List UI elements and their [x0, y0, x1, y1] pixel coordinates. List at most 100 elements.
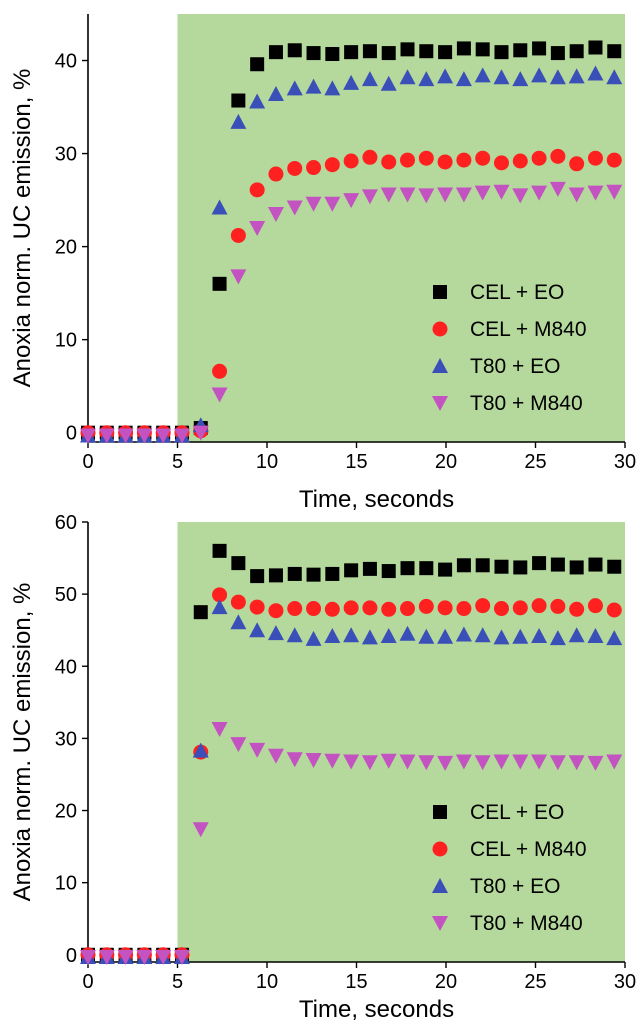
- data-point: [474, 67, 491, 83]
- data-point: [606, 69, 623, 85]
- data-point: [607, 559, 622, 574]
- data-point: [512, 600, 528, 616]
- data-point: [249, 599, 265, 615]
- y-tick-label: 0: [66, 423, 77, 445]
- anoxia-shaded-region: [177, 14, 625, 442]
- data-point: [211, 387, 228, 403]
- data-point: [531, 150, 547, 166]
- x-tick-label: 20: [435, 451, 457, 473]
- data-point: [588, 40, 603, 55]
- data-point: [286, 627, 303, 643]
- data-point: [192, 822, 209, 838]
- data-point: [549, 69, 566, 85]
- x-tick-label: 0: [82, 451, 93, 473]
- data-point: [456, 152, 472, 168]
- data-point: [512, 71, 529, 87]
- data-point: [268, 603, 284, 619]
- legend-label: CEL + M840: [470, 318, 587, 341]
- legend-label: CEL + EO: [470, 281, 564, 304]
- data-point: [192, 742, 209, 758]
- data-point: [231, 93, 246, 108]
- data-point: [399, 754, 416, 770]
- series-3: [80, 65, 623, 443]
- data-point: [475, 150, 491, 166]
- data-point: [306, 160, 322, 176]
- data-point: [531, 598, 547, 614]
- x-axis-title: Time, seconds: [299, 996, 454, 1023]
- data-point: [136, 949, 153, 965]
- data-point: [549, 181, 566, 197]
- data-point: [343, 627, 360, 643]
- data-point: [173, 428, 190, 444]
- data-point: [324, 627, 341, 643]
- data-point: [286, 752, 303, 768]
- data-point: [455, 187, 472, 203]
- data-point: [98, 428, 115, 444]
- legend-marker: [433, 805, 447, 819]
- data-point: [437, 68, 454, 84]
- legend-marker: [432, 916, 448, 931]
- data-point: [418, 755, 435, 771]
- data-point: [250, 57, 265, 72]
- data-point: [493, 155, 509, 171]
- data-point: [569, 156, 585, 172]
- data-point: [550, 46, 565, 61]
- data-point: [324, 196, 341, 212]
- data-point: [399, 69, 416, 85]
- x-tick-label: 10: [256, 451, 278, 473]
- data-point: [362, 561, 377, 576]
- data-point: [588, 557, 603, 572]
- data-point: [569, 601, 585, 617]
- data-point: [587, 185, 604, 201]
- data-point: [474, 627, 491, 643]
- data-point: [267, 748, 284, 764]
- legend-marker: [432, 878, 448, 893]
- data-point: [305, 78, 322, 94]
- data-point: [287, 566, 302, 581]
- data-point: [493, 601, 509, 617]
- data-point: [569, 44, 584, 59]
- data-point: [438, 562, 453, 577]
- data-point: [249, 93, 266, 109]
- data-point: [587, 755, 604, 771]
- data-point: [550, 557, 565, 572]
- data-point: [117, 428, 134, 444]
- data-point: [324, 80, 341, 96]
- data-point: [305, 196, 322, 212]
- data-point: [568, 627, 585, 643]
- y-tick-label: 40: [55, 656, 77, 678]
- data-point: [343, 153, 359, 169]
- data-point: [512, 628, 529, 644]
- data-point: [306, 46, 321, 61]
- data-point: [512, 153, 528, 169]
- data-point: [212, 363, 228, 379]
- data-point: [475, 598, 491, 614]
- data-point: [324, 601, 340, 617]
- data-point: [455, 626, 472, 642]
- x-tick-label: 15: [345, 971, 367, 993]
- data-point: [267, 207, 284, 223]
- data-point: [286, 200, 303, 216]
- data-point: [568, 755, 585, 771]
- y-tick-label: 10: [55, 873, 77, 895]
- data-point: [173, 949, 190, 965]
- data-point: [606, 630, 623, 646]
- legend-marker: [432, 396, 448, 411]
- data-point: [268, 45, 283, 60]
- data-point: [268, 166, 284, 182]
- data-point: [418, 188, 435, 204]
- series-4: [80, 722, 623, 965]
- x-tick-label: 5: [172, 451, 183, 473]
- data-point: [211, 722, 228, 738]
- data-point: [418, 71, 435, 87]
- data-point: [568, 68, 585, 84]
- data-point: [380, 753, 397, 769]
- data-point: [305, 753, 322, 769]
- data-point: [550, 148, 566, 164]
- data-point: [493, 754, 510, 770]
- data-point: [512, 188, 529, 204]
- data-point: [549, 755, 566, 771]
- series-4: [80, 181, 623, 444]
- x-tick-label: 30: [614, 971, 636, 993]
